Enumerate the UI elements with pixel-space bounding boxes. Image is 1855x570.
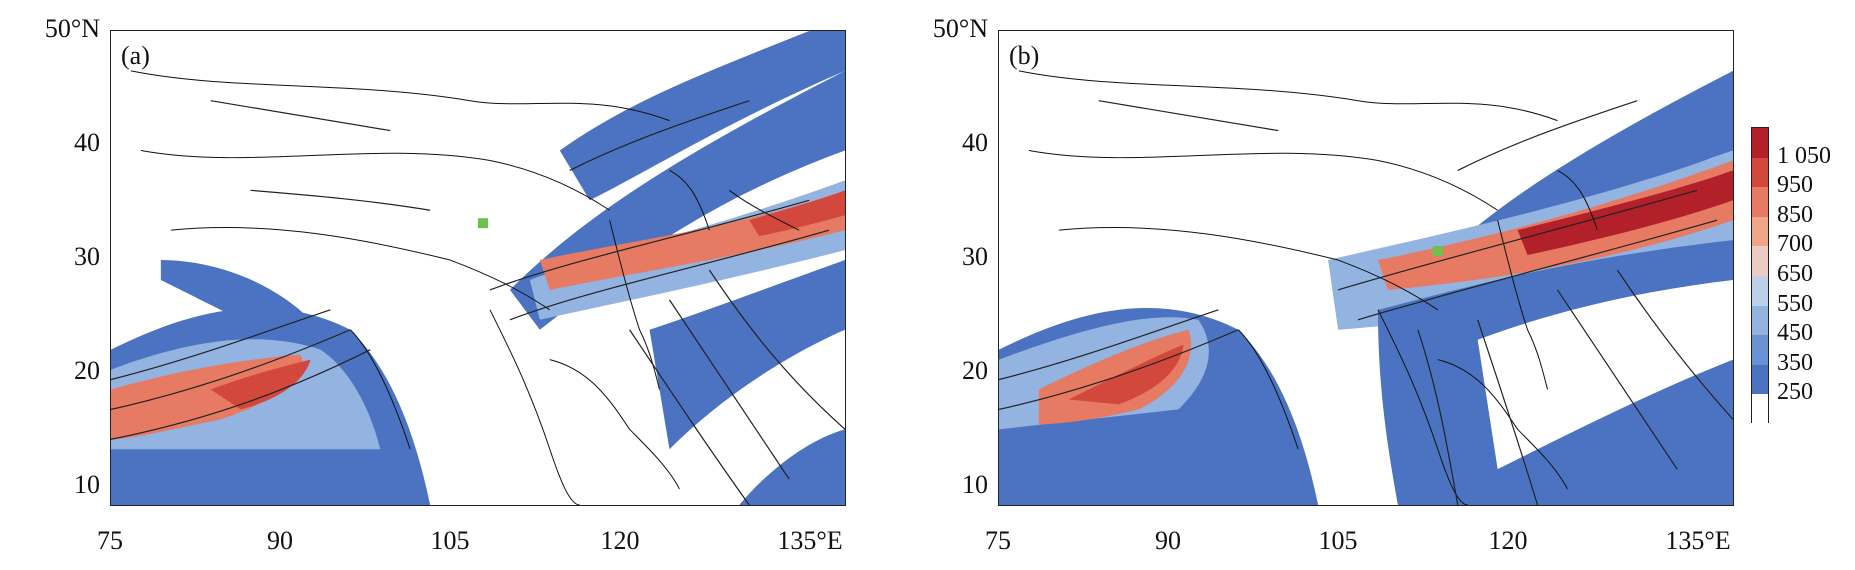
y-tick-label: 40 [74, 128, 100, 157]
map-a-canvas [111, 31, 845, 505]
x-tick-label: 90 [1155, 526, 1181, 555]
y-tick-label: 20 [962, 356, 988, 385]
colorbar-segment [1752, 335, 1768, 365]
colorbar-segment [1752, 364, 1768, 395]
map-b-canvas [999, 70, 1733, 505]
y-tick-label: 30 [962, 242, 988, 271]
colorbar [1751, 127, 1769, 424]
band-white-se [1477, 279, 1733, 470]
colorbar-segment [1752, 246, 1768, 276]
y-tick-label: 40 [962, 128, 988, 157]
band-blue-upper [559, 31, 845, 201]
map-panel-b: (b) [998, 30, 1734, 506]
colorbar-segment [1752, 394, 1768, 424]
colorbar-tick-label: 700 [1777, 231, 1813, 258]
x-tick-label: 75 [985, 526, 1011, 555]
band-red-sw-core [1068, 344, 1184, 405]
x-tick-label: 75 [97, 526, 123, 555]
colorbar-segment [1752, 276, 1768, 306]
band-red-sw-core [210, 359, 311, 410]
colorbar-tick-label: 950 [1777, 172, 1813, 199]
colorbar-tick-label: 450 [1777, 320, 1813, 347]
colorbar-tick-label: 650 [1777, 261, 1813, 287]
colorbar-segment [1752, 187, 1768, 217]
colorbar-tick-label: 1 050 [1777, 142, 1831, 169]
colorbar-segment [1752, 128, 1768, 158]
panel-label-b: (b) [1009, 41, 1040, 70]
streamlines [111, 100, 845, 505]
colorbar-tick-label: 350 [1777, 349, 1813, 376]
x-tick-label: 120 [600, 526, 640, 555]
y-tick-label: 10 [74, 470, 100, 499]
location-marker [478, 218, 488, 229]
colorbar-tick-label: 250 [1777, 379, 1813, 406]
colorbar-segment [1752, 305, 1768, 336]
colorbar-tick-label: 550 [1777, 290, 1813, 317]
colorbar-segment [1752, 216, 1768, 247]
x-tick-label: 135°E [777, 526, 843, 555]
colorbar-tick-label: 850 [1777, 201, 1813, 228]
coastlines [130, 70, 800, 505]
location-marker [1432, 246, 1443, 257]
band-red-core [1517, 170, 1733, 256]
colorbar-segment [1752, 157, 1768, 188]
y-tick-label: 20 [74, 356, 100, 385]
band-blue-far-se [739, 429, 845, 505]
band-blue-south-east [649, 260, 845, 450]
y-tick-label: 30 [74, 242, 100, 271]
map-panel-a: (a) [110, 30, 846, 506]
x-tick-label: 105 [430, 526, 470, 555]
y-tick-label: 50°N [44, 14, 100, 43]
panel-label-a: (a) [121, 41, 150, 70]
x-tick-label: 135°E [1665, 526, 1731, 555]
y-tick-label: 10 [962, 470, 988, 499]
x-tick-label: 105 [1318, 526, 1358, 555]
streamlines [999, 100, 1733, 505]
coastlines [1018, 70, 1598, 505]
x-tick-label: 90 [267, 526, 293, 555]
band-red-core [749, 190, 845, 237]
band-blue-tibet [160, 260, 311, 330]
y-tick-label: 50°N [932, 14, 988, 43]
x-tick-label: 120 [1488, 526, 1528, 555]
